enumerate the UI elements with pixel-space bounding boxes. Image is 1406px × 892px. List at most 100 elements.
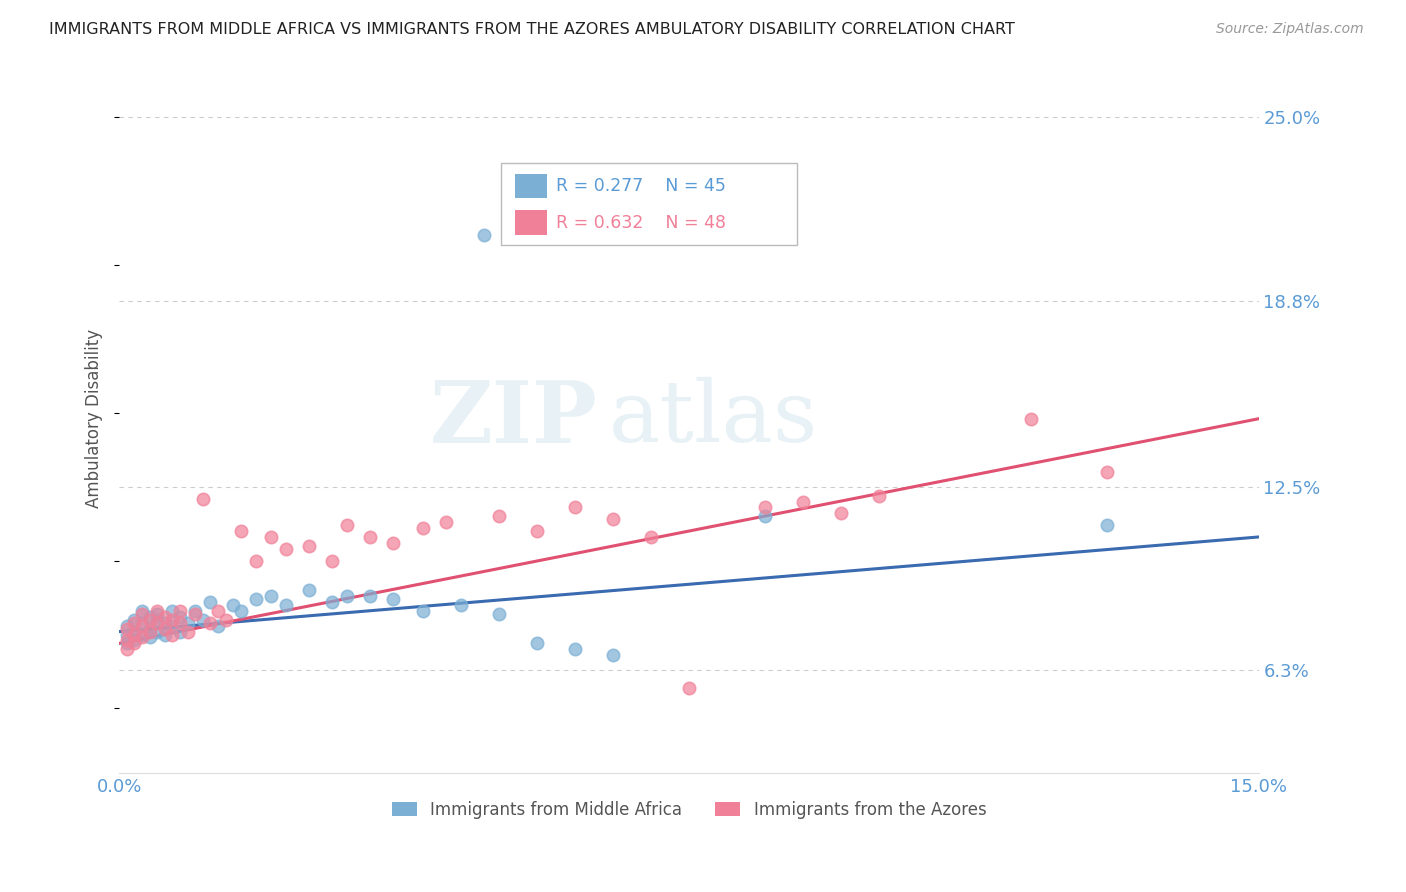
Point <box>412 521 434 535</box>
Point <box>131 627 153 641</box>
Point <box>115 618 138 632</box>
Point <box>176 624 198 639</box>
Point <box>488 509 510 524</box>
Point <box>200 615 222 630</box>
Point <box>115 642 138 657</box>
Text: Source: ZipAtlas.com: Source: ZipAtlas.com <box>1216 22 1364 37</box>
Text: IMMIGRANTS FROM MIDDLE AFRICA VS IMMIGRANTS FROM THE AZORES AMBULATORY DISABILIT: IMMIGRANTS FROM MIDDLE AFRICA VS IMMIGRA… <box>49 22 1015 37</box>
Point <box>124 636 146 650</box>
Text: ZIP: ZIP <box>430 376 598 461</box>
Point <box>359 589 381 603</box>
Point <box>214 613 236 627</box>
Point <box>146 613 169 627</box>
Point <box>115 627 138 641</box>
Text: R = 0.277    N = 45: R = 0.277 N = 45 <box>555 177 725 194</box>
Point <box>276 541 298 556</box>
Point <box>169 624 191 639</box>
Point <box>153 622 176 636</box>
Point <box>792 494 814 508</box>
FancyBboxPatch shape <box>501 163 797 245</box>
Point <box>526 636 548 650</box>
Point <box>381 536 404 550</box>
Point <box>146 607 169 621</box>
Point <box>298 539 321 553</box>
Point <box>434 515 457 529</box>
Point <box>336 589 359 603</box>
Point <box>124 624 146 639</box>
Point <box>124 615 146 630</box>
Point <box>245 553 267 567</box>
Point <box>754 500 776 515</box>
Point <box>124 613 146 627</box>
Text: atlas: atlas <box>609 377 818 460</box>
Point <box>153 609 176 624</box>
Point <box>131 615 153 630</box>
Point <box>207 604 229 618</box>
Point <box>169 609 191 624</box>
Point <box>131 604 153 618</box>
Point <box>321 595 343 609</box>
FancyBboxPatch shape <box>515 211 547 235</box>
Point <box>1095 518 1118 533</box>
Point <box>602 648 624 663</box>
Point <box>184 604 207 618</box>
Point <box>754 509 776 524</box>
Point <box>162 604 184 618</box>
Point <box>488 607 510 621</box>
Point <box>138 631 160 645</box>
Text: R = 0.632    N = 48: R = 0.632 N = 48 <box>555 213 725 232</box>
Point <box>162 627 184 641</box>
Point <box>191 491 214 506</box>
Point <box>229 604 252 618</box>
Y-axis label: Ambulatory Disability: Ambulatory Disability <box>86 329 103 508</box>
Legend: Immigrants from Middle Africa, Immigrants from the Azores: Immigrants from Middle Africa, Immigrant… <box>385 794 993 825</box>
Point <box>138 622 160 636</box>
Point <box>162 613 184 627</box>
Point <box>146 604 169 618</box>
Point <box>381 592 404 607</box>
Point <box>153 627 176 641</box>
Point <box>276 598 298 612</box>
Point <box>200 595 222 609</box>
Point <box>131 631 153 645</box>
Point <box>564 500 586 515</box>
Point <box>146 624 169 639</box>
Point <box>153 615 176 630</box>
Point <box>450 598 472 612</box>
Point <box>830 506 852 520</box>
Point <box>115 636 138 650</box>
Point <box>564 642 586 657</box>
Point <box>868 489 890 503</box>
Point <box>207 618 229 632</box>
Point <box>222 598 245 612</box>
Point <box>184 607 207 621</box>
Point <box>678 681 700 695</box>
Point <box>131 607 153 621</box>
Point <box>1095 465 1118 479</box>
Point <box>260 530 283 544</box>
Point <box>526 524 548 538</box>
Point <box>640 530 662 544</box>
Point <box>124 633 146 648</box>
Point <box>176 615 198 630</box>
Point <box>229 524 252 538</box>
Point <box>115 622 138 636</box>
FancyBboxPatch shape <box>515 174 547 198</box>
Point <box>169 604 191 618</box>
Point <box>298 583 321 598</box>
Point <box>245 592 267 607</box>
Point <box>602 512 624 526</box>
Point <box>131 618 153 632</box>
Point <box>336 518 359 533</box>
Point <box>1019 411 1042 425</box>
Point <box>162 618 184 632</box>
Point <box>138 609 160 624</box>
Point <box>115 633 138 648</box>
Point <box>260 589 283 603</box>
Point <box>138 613 160 627</box>
Point <box>146 615 169 630</box>
Point <box>124 627 146 641</box>
Point <box>138 624 160 639</box>
Point <box>169 615 191 630</box>
Point <box>191 613 214 627</box>
